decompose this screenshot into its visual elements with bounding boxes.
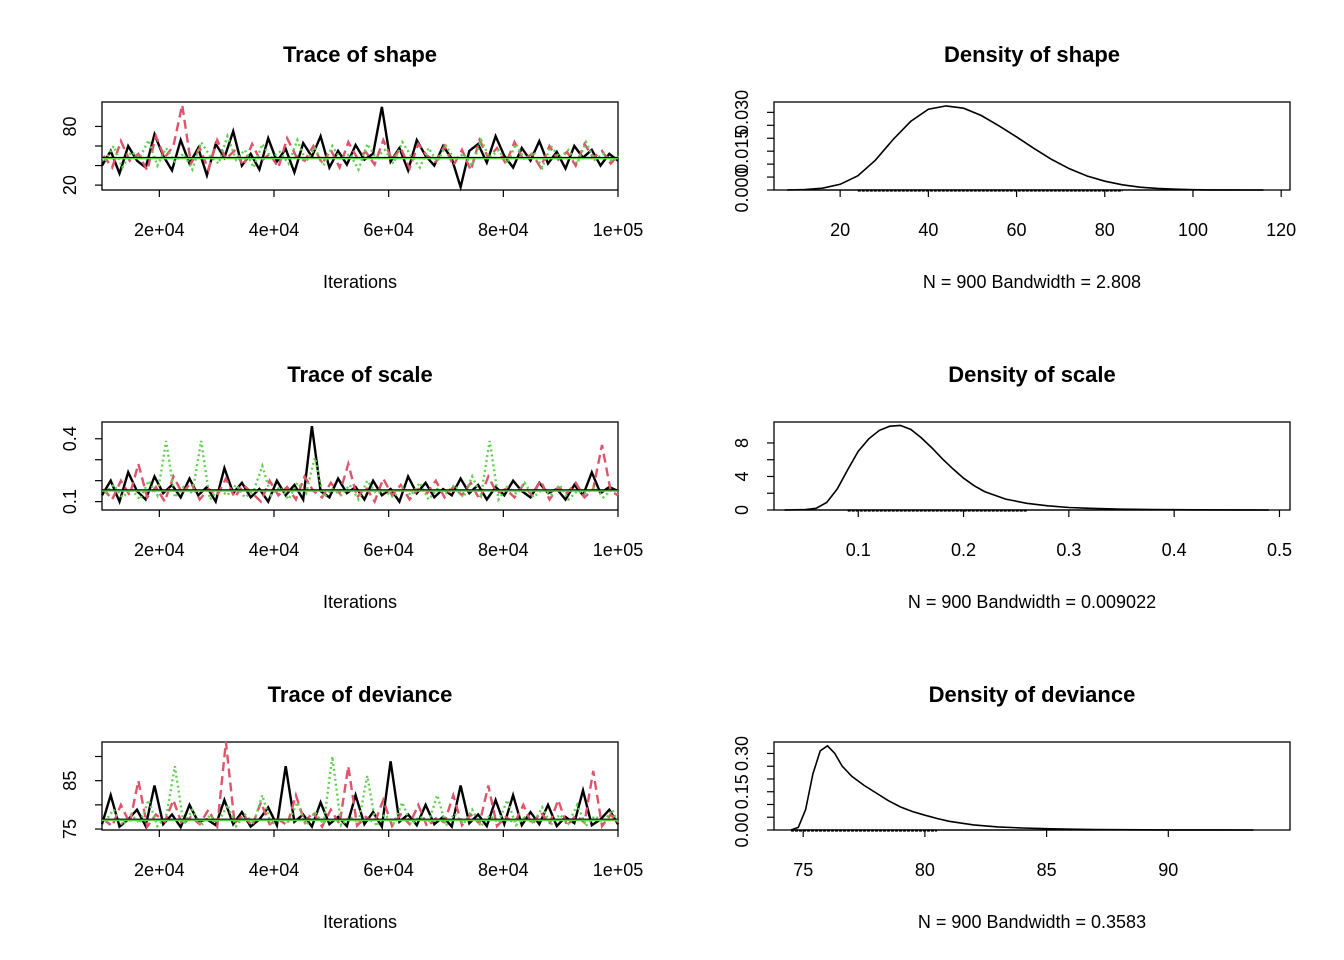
x-tick-label: 2e+04 xyxy=(134,220,185,240)
trace-chain-1 xyxy=(100,106,619,192)
trace-chain-2 xyxy=(102,444,619,505)
x-axis-label: Iterations xyxy=(323,592,397,612)
x-tick-label: 120 xyxy=(1266,220,1296,240)
x-tick-label: 0.1 xyxy=(846,540,871,560)
plot-frame xyxy=(773,101,1291,191)
panel-4 xyxy=(767,421,1291,517)
x-tick-label: 1e+05 xyxy=(593,540,644,560)
y-tick-label: 0.00 xyxy=(732,812,752,847)
x-tick-label: 75 xyxy=(793,860,813,880)
x-tick-label: 100 xyxy=(1178,220,1208,240)
x-tick-label: 6e+04 xyxy=(363,540,414,560)
trace-chain-1 xyxy=(100,761,620,831)
panel-6 xyxy=(767,741,1291,837)
y-tick-label: 8 xyxy=(732,438,752,448)
x-tick-label: 6e+04 xyxy=(363,860,414,880)
x-tick-label: 8e+04 xyxy=(478,220,529,240)
x-axis-label: N = 900 Bandwidth = 0.3583 xyxy=(918,912,1146,932)
trace-chain-3 xyxy=(103,132,619,173)
plot-frame xyxy=(101,741,619,831)
y-tick-label: 85 xyxy=(60,771,80,791)
x-axis-label: N = 900 Bandwidth = 0.009022 xyxy=(908,592,1156,612)
plot-frame xyxy=(101,421,619,511)
y-tick-label: 0.15 xyxy=(732,774,752,809)
x-tick-label: 4e+04 xyxy=(249,220,300,240)
x-tick-label: 8e+04 xyxy=(478,540,529,560)
trace-chain-2 xyxy=(102,104,619,174)
density-curve xyxy=(787,105,1264,191)
x-tick-label: 0.2 xyxy=(951,540,976,560)
y-tick-label: 0.015 xyxy=(732,129,752,174)
x-tick-label: 2e+04 xyxy=(134,860,185,880)
y-tick-label: 4 xyxy=(732,471,752,481)
x-tick-label: 2e+04 xyxy=(134,540,185,560)
x-tick-label: 0.4 xyxy=(1162,540,1187,560)
x-tick-label: 80 xyxy=(1095,220,1115,240)
density-curve xyxy=(784,424,1269,511)
x-tick-label: 4e+04 xyxy=(249,860,300,880)
chart-title: Trace of shape xyxy=(283,42,437,67)
y-tick-label: 80 xyxy=(60,116,80,136)
chart-title: Density of deviance xyxy=(929,682,1136,707)
density-curve xyxy=(790,744,1254,831)
x-tick-label: 6e+04 xyxy=(363,220,414,240)
x-tick-label: 0.3 xyxy=(1056,540,1081,560)
panel-3 xyxy=(95,421,619,517)
plot-frame xyxy=(773,741,1291,831)
x-tick-label: 85 xyxy=(1037,860,1057,880)
x-tick-label: 60 xyxy=(1007,220,1027,240)
x-axis-label: Iterations xyxy=(323,912,397,932)
y-tick-label: 0.1 xyxy=(60,489,80,514)
x-tick-label: 80 xyxy=(915,860,935,880)
y-tick-label: 0 xyxy=(732,505,752,515)
x-axis-label: Iterations xyxy=(323,272,397,292)
panel-1 xyxy=(95,101,619,197)
x-tick-label: 4e+04 xyxy=(249,540,300,560)
x-tick-label: 20 xyxy=(830,220,850,240)
y-tick-label: 0.030 xyxy=(732,90,752,135)
y-tick-label: 20 xyxy=(60,175,80,195)
trace-chain-3 xyxy=(104,440,619,503)
panel-5 xyxy=(95,741,620,837)
chart-title: Density of shape xyxy=(944,42,1120,67)
y-tick-label: 75 xyxy=(60,819,80,839)
x-tick-label: 1e+05 xyxy=(593,220,644,240)
chart-title: Density of scale xyxy=(948,362,1116,387)
x-tick-label: 8e+04 xyxy=(478,860,529,880)
plot-frame xyxy=(773,421,1291,511)
y-tick-label: 0.000 xyxy=(732,167,752,212)
chart-title: Trace of scale xyxy=(287,362,433,387)
y-tick-label: 0.30 xyxy=(732,736,752,771)
y-tick-label: 0.4 xyxy=(60,426,80,451)
x-tick-label: 40 xyxy=(918,220,938,240)
x-axis-label: N = 900 Bandwidth = 2.808 xyxy=(923,272,1141,292)
x-tick-label: 1e+05 xyxy=(593,860,644,880)
panel-2 xyxy=(767,101,1291,197)
x-tick-label: 90 xyxy=(1158,860,1178,880)
chart-title: Trace of deviance xyxy=(268,682,453,707)
x-tick-label: 0.5 xyxy=(1267,540,1292,560)
